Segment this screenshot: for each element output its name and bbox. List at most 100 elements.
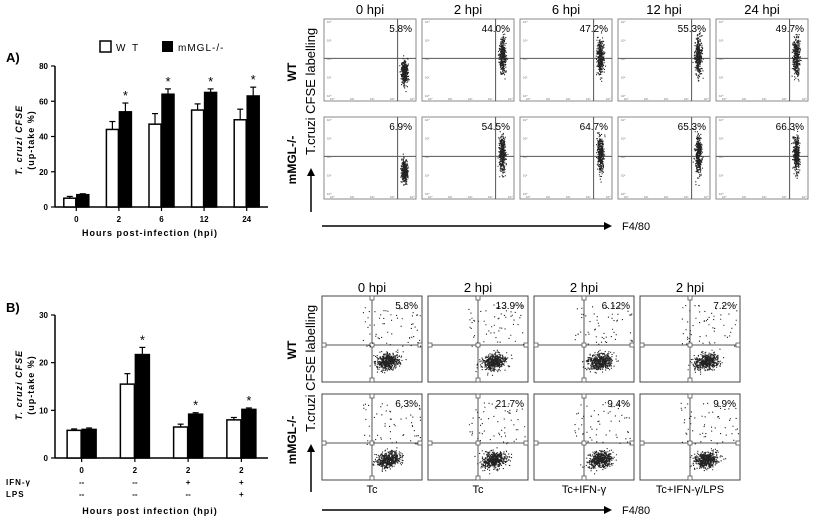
panel-a-ylabel-2: (up-take %) xyxy=(26,110,36,170)
treatment-label: LPS xyxy=(6,490,25,499)
axis-decade-label: 10⁴ xyxy=(410,97,415,101)
axis-decade-label: 10⁴ xyxy=(327,20,332,24)
axis-decade-label: 10⁰ xyxy=(722,97,727,101)
x-tick-label: 24 xyxy=(242,215,251,224)
gated-percentage: 21.7% xyxy=(496,399,524,410)
axis-decade-label: 10¹ xyxy=(742,97,746,101)
axis-decade-label: 10⁴ xyxy=(719,20,724,24)
bar xyxy=(63,197,77,208)
axis-decade-label: 10² xyxy=(762,195,766,199)
y-tick-label: 10 xyxy=(39,406,48,415)
axis-decade-label: 10⁰ xyxy=(621,192,626,196)
axis-decade-label: 10² xyxy=(664,97,668,101)
axis-decade-label: 10³ xyxy=(586,195,590,199)
gated-percentage: 65.3% xyxy=(678,122,706,133)
axis-decade-label: 10⁴ xyxy=(621,118,626,122)
gate-handle xyxy=(581,342,587,348)
axis-decade-label: 10³ xyxy=(719,137,723,141)
panel-d-row-label-wt: WT xyxy=(285,340,299,359)
significance-star: * xyxy=(193,398,198,413)
bar xyxy=(233,119,247,208)
axis-decade-label: 10⁴ xyxy=(606,97,611,101)
axis-decade-label: 10³ xyxy=(390,195,394,199)
panel-c-row-label-ko: mMGL-/- xyxy=(285,136,299,185)
axis-decade-label: 10² xyxy=(468,97,472,101)
axis-decade-label: 10⁰ xyxy=(425,192,430,196)
axis-decade-label: 10² xyxy=(327,155,331,159)
gate-handle xyxy=(533,342,539,348)
axis-decade-label: 10¹ xyxy=(523,76,527,80)
panel-a-xlabel: Hours post-infection (hpi) xyxy=(82,228,218,238)
axis-decade-label: 10¹ xyxy=(719,76,723,80)
x-tick-label: 2 xyxy=(117,215,122,224)
axis-decade-label: 10⁰ xyxy=(428,195,433,199)
bar xyxy=(241,408,257,459)
axis-decade-label: 10⁴ xyxy=(327,118,332,122)
axis-decade-label: 10¹ xyxy=(644,195,648,199)
bar xyxy=(76,193,90,208)
axis-decade-label: 10⁴ xyxy=(425,20,430,24)
bar xyxy=(66,429,82,459)
significance-star: * xyxy=(246,393,251,408)
panel-c-row-label-wt: WT xyxy=(285,62,299,81)
gate-handle xyxy=(321,342,327,348)
axis-decade-label: 10⁰ xyxy=(428,97,433,101)
axis-decade-label: 10³ xyxy=(425,39,429,43)
axis-decade-label: 10⁰ xyxy=(719,192,724,196)
bar xyxy=(246,95,260,208)
gate-handle xyxy=(687,440,693,446)
column-header: 0 hpi xyxy=(358,280,386,295)
axis-decade-label: 10⁴ xyxy=(802,97,807,101)
legend-ko-swatch xyxy=(162,41,173,52)
gated-percentage: 47.2% xyxy=(580,24,608,35)
axis-decade-label: 10³ xyxy=(719,39,723,43)
event-dots xyxy=(497,131,509,178)
axis-decade-label: 10⁴ xyxy=(523,20,528,24)
gate-handle xyxy=(427,342,433,348)
condition-label: Tc xyxy=(473,484,485,496)
gate-handle xyxy=(687,295,693,301)
axis-decade-label: 10¹ xyxy=(350,195,354,199)
gated-percentage: 66.3% xyxy=(776,122,804,133)
axis-decade-label: 10⁰ xyxy=(523,192,528,196)
bar xyxy=(226,419,242,459)
panel-b-xlabel: Hours post infection (hpi) xyxy=(82,506,218,516)
axis-decade-label: 10² xyxy=(664,195,668,199)
treatment-value: + xyxy=(186,478,191,487)
axis-decade-label: 10⁴ xyxy=(802,195,807,199)
axis-decade-label: 10¹ xyxy=(448,195,452,199)
gated-percentage: 7.2% xyxy=(713,301,736,312)
axis-decade-label: 10³ xyxy=(684,195,688,199)
x-tick-label: 0 xyxy=(74,215,79,224)
gate-handle xyxy=(581,475,587,481)
axis-decade-label: 10¹ xyxy=(621,76,625,80)
gated-percentage: 44.0% xyxy=(482,24,510,35)
axis-decade-label: 10¹ xyxy=(327,76,331,80)
gate-handle xyxy=(475,295,481,301)
axis-decade-label: 10¹ xyxy=(350,97,354,101)
event-dots xyxy=(497,31,508,80)
y-tick-label: 20 xyxy=(39,359,48,368)
column-header: 2 hpi xyxy=(454,2,482,17)
column-header: 12 hpi xyxy=(646,2,682,17)
x-tick-label: 2 xyxy=(133,466,138,475)
bar xyxy=(187,413,204,459)
gate-handle xyxy=(735,440,741,446)
axis-decade-label: 10³ xyxy=(425,137,429,141)
gate-handle xyxy=(687,377,693,383)
axis-decade-label: 10¹ xyxy=(425,174,429,178)
event-dots xyxy=(400,153,409,186)
bar xyxy=(161,93,175,208)
legend-wt-label: W T xyxy=(116,43,140,54)
gate-handle xyxy=(523,342,529,348)
panel-d-flow-grid: 0 hpi 5.8% 6.3% Tc 2 hpi 13.9% 21.7% Tc 2 hpi 6.1… xyxy=(321,280,741,496)
axis-decade-label: 10³ xyxy=(390,97,394,101)
x-tick-label: 6 xyxy=(159,215,164,224)
treatment-value: + xyxy=(239,490,244,499)
bar xyxy=(190,109,205,208)
y-tick-label: 0 xyxy=(44,203,49,212)
bar xyxy=(203,91,218,208)
axis-decade-label: 10³ xyxy=(621,137,625,141)
axis-decade-label: 10⁴ xyxy=(508,195,513,199)
